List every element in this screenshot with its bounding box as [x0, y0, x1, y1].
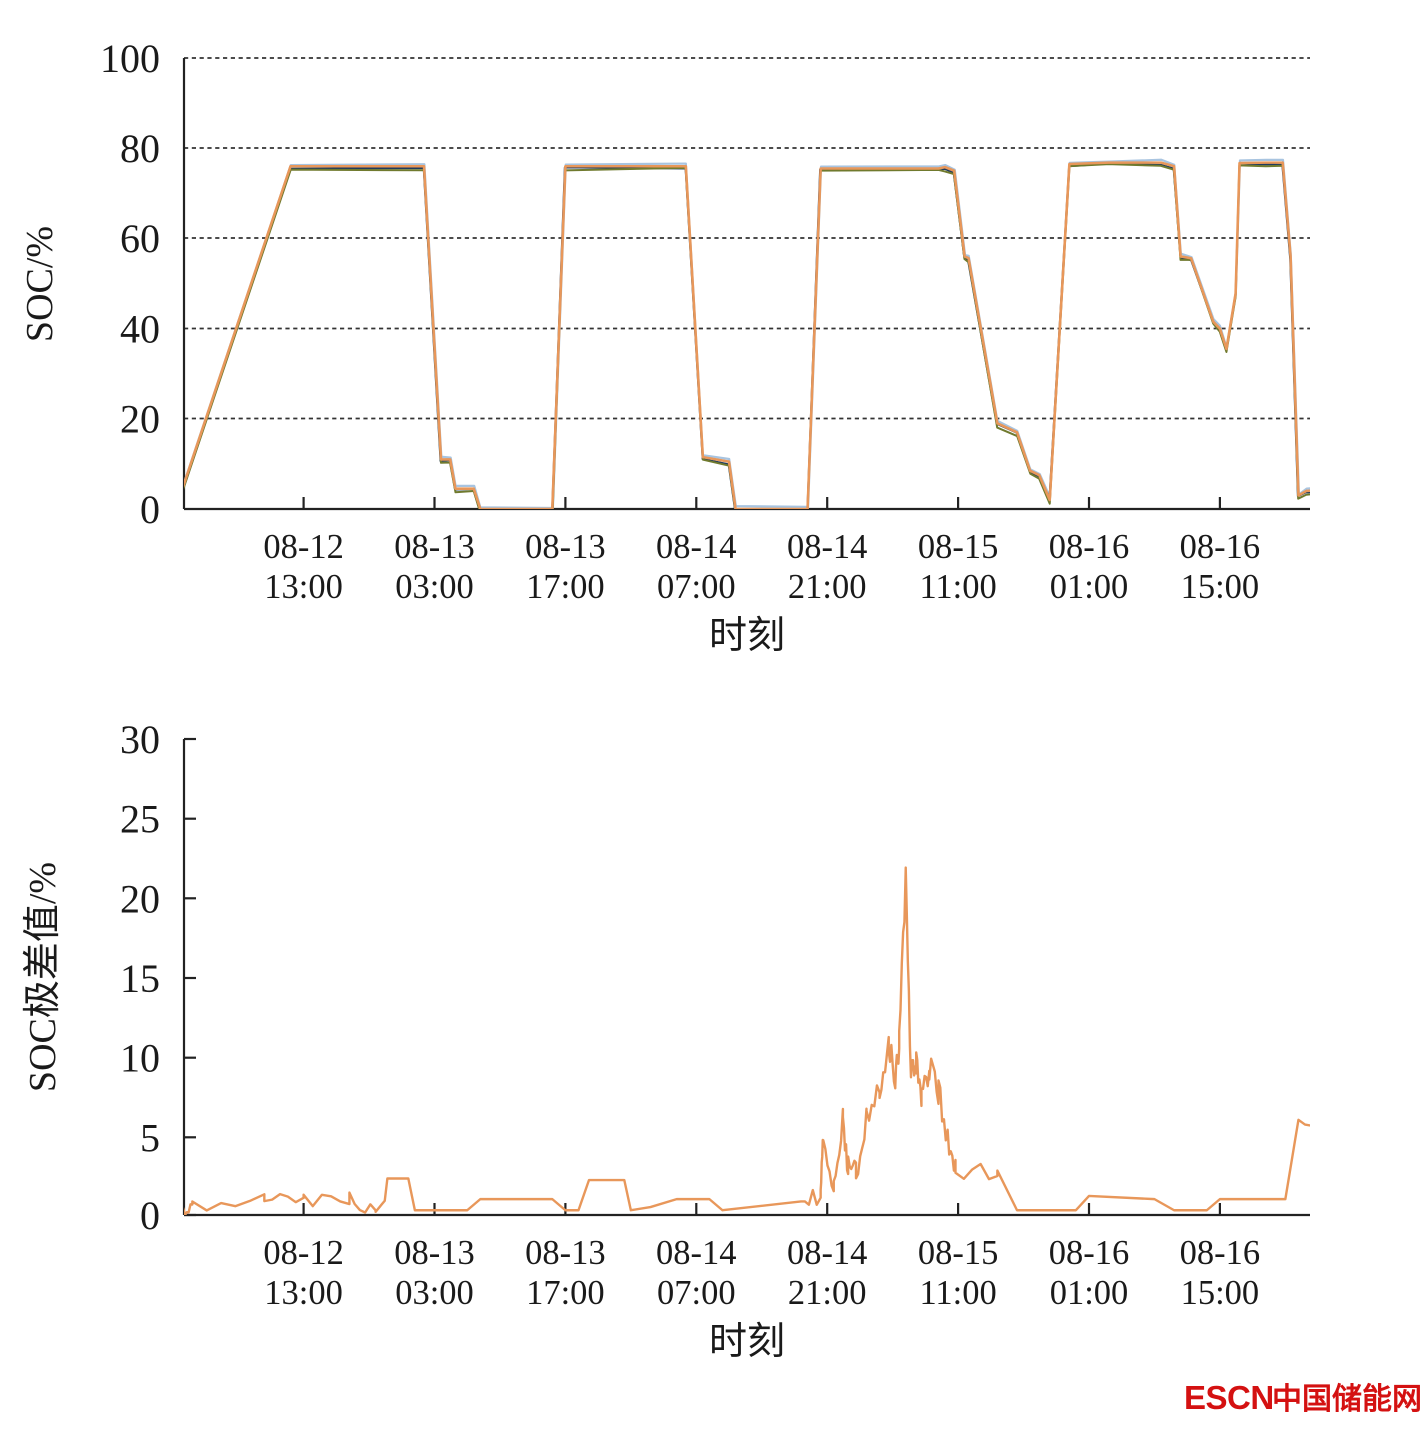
svg-text:0: 0	[140, 1193, 160, 1238]
svg-text:03:00: 03:00	[395, 1274, 474, 1312]
svg-text:60: 60	[120, 216, 160, 261]
svg-text:80: 80	[120, 126, 160, 171]
svg-text:20: 20	[120, 397, 160, 442]
svg-text:08-16: 08-16	[1180, 1234, 1261, 1272]
svg-text:17:00: 17:00	[526, 568, 605, 606]
svg-text:08-13: 08-13	[525, 528, 606, 566]
svg-text:17:00: 17:00	[526, 1274, 605, 1312]
svg-text:中国储能网: 中国储能网	[1272, 1383, 1422, 1416]
svg-text:ESCN: ESCN	[1184, 1379, 1274, 1416]
svg-text:时刻: 时刻	[709, 615, 785, 657]
svg-text:11:00: 11:00	[919, 1274, 996, 1312]
svg-text:01:00: 01:00	[1050, 568, 1129, 606]
svg-text:21:00: 21:00	[788, 1274, 867, 1312]
svg-text:40: 40	[120, 307, 160, 352]
svg-text:01:00: 01:00	[1050, 1274, 1129, 1312]
svg-text:13:00: 13:00	[264, 1274, 343, 1312]
svg-text:20: 20	[120, 876, 160, 921]
svg-text:08-15: 08-15	[918, 1234, 999, 1272]
svg-text:08-14: 08-14	[787, 528, 868, 566]
svg-text:0: 0	[140, 487, 160, 532]
svg-text:5: 5	[140, 1115, 160, 1160]
svg-text:08-14: 08-14	[656, 1234, 737, 1272]
svg-text:15:00: 15:00	[1181, 568, 1260, 606]
svg-text:08-13: 08-13	[394, 528, 475, 566]
svg-text:08-13: 08-13	[525, 1234, 606, 1272]
svg-text:07:00: 07:00	[657, 568, 736, 606]
svg-text:100: 100	[100, 36, 160, 81]
svg-text:SOC极差值/%: SOC极差值/%	[22, 862, 64, 1092]
svg-text:08-16: 08-16	[1049, 1234, 1130, 1272]
svg-text:08-12: 08-12	[263, 1234, 344, 1272]
svg-text:08-16: 08-16	[1049, 528, 1130, 566]
svg-text:15: 15	[120, 956, 160, 1001]
svg-text:11:00: 11:00	[919, 568, 996, 606]
svg-text:08-13: 08-13	[394, 1234, 475, 1272]
svg-text:25: 25	[120, 797, 160, 842]
svg-text:SOC/%: SOC/%	[19, 226, 61, 342]
svg-text:08-14: 08-14	[656, 528, 737, 566]
svg-text:21:00: 21:00	[788, 568, 867, 606]
svg-text:13:00: 13:00	[264, 568, 343, 606]
svg-text:08-12: 08-12	[263, 528, 344, 566]
svg-text:03:00: 03:00	[395, 568, 474, 606]
svg-text:时刻: 时刻	[709, 1321, 785, 1363]
svg-text:30: 30	[120, 717, 160, 762]
svg-text:07:00: 07:00	[657, 1274, 736, 1312]
svg-text:08-16: 08-16	[1180, 528, 1261, 566]
svg-text:10: 10	[120, 1036, 160, 1081]
svg-text:08-14: 08-14	[787, 1234, 868, 1272]
svg-text:08-15: 08-15	[918, 528, 999, 566]
svg-text:15:00: 15:00	[1181, 1274, 1260, 1312]
